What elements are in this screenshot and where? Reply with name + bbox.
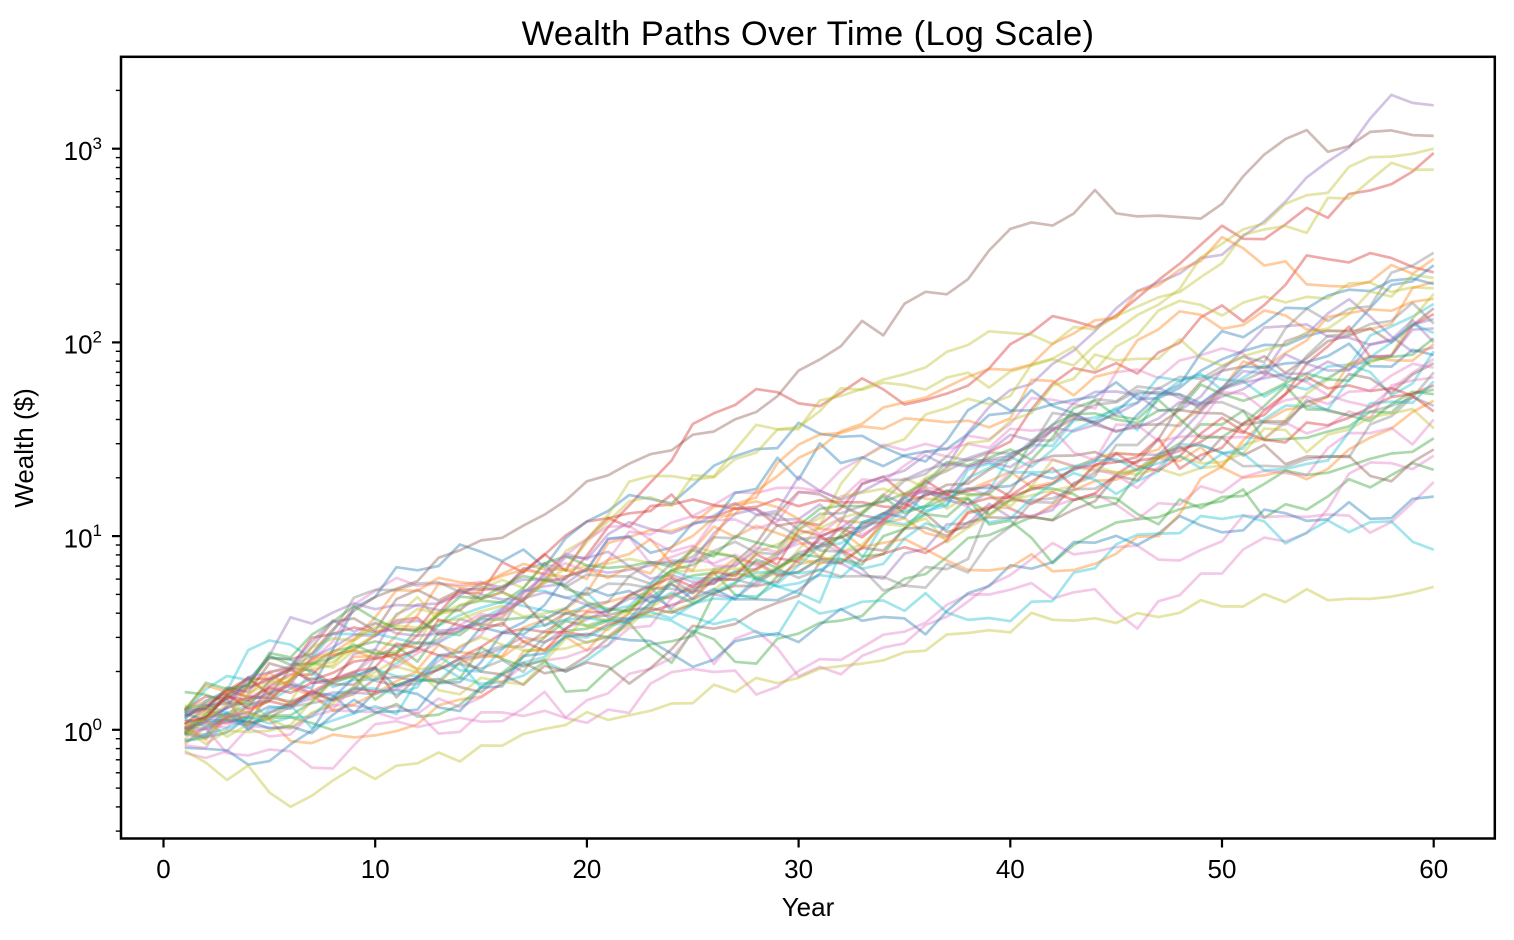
- svg-text:0: 0: [156, 854, 170, 884]
- svg-text:20: 20: [572, 854, 601, 884]
- svg-text:Wealth ($): Wealth ($): [9, 388, 39, 507]
- svg-text:40: 40: [996, 854, 1025, 884]
- svg-text:Year: Year: [782, 892, 835, 922]
- svg-text:Wealth Paths Over Time (Log Sc: Wealth Paths Over Time (Log Scale): [522, 15, 1095, 53]
- svg-text:50: 50: [1208, 854, 1237, 884]
- svg-text:30: 30: [784, 854, 813, 884]
- svg-text:60: 60: [1419, 854, 1448, 884]
- svg-text:10: 10: [361, 854, 390, 884]
